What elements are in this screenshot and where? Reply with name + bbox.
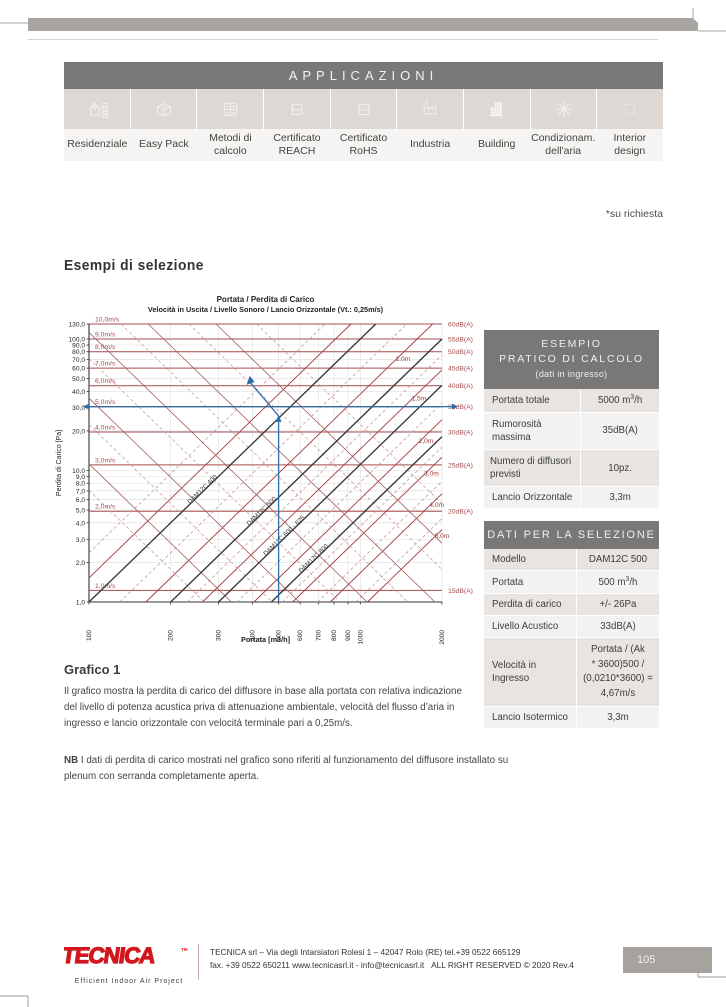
svg-text:100,0: 100,0 — [68, 337, 85, 344]
svg-text:1,0m: 1,0m — [396, 356, 411, 363]
svg-text:10,0: 10,0 — [72, 468, 85, 475]
svg-text:8,0: 8,0 — [76, 481, 85, 488]
svg-text:6,0m/s: 6,0m/s — [95, 378, 116, 385]
svg-text:15dB(A): 15dB(A) — [448, 588, 473, 595]
svg-text:800: 800 — [331, 630, 338, 641]
svg-text:5,0m: 5,0m — [435, 533, 450, 540]
svg-text:60dB(A): 60dB(A) — [448, 322, 473, 329]
svg-text:20dB(A): 20dB(A) — [448, 509, 473, 516]
svg-text:100: 100 — [86, 630, 93, 641]
svg-text:5,0m/s: 5,0m/s — [95, 399, 116, 406]
svg-text:60,0: 60,0 — [72, 366, 85, 373]
svg-text:35dB(A): 35dB(A) — [448, 404, 473, 411]
svg-text:50dB(A): 50dB(A) — [448, 349, 473, 356]
svg-text:3,0m/s: 3,0m/s — [95, 457, 116, 464]
svg-text:25dB(A): 25dB(A) — [448, 462, 473, 469]
svg-text:Portata [m3/h]: Portata [m3/h] — [241, 635, 291, 644]
svg-text:1,5m: 1,5m — [412, 395, 427, 402]
svg-text:3,0m: 3,0m — [424, 471, 439, 478]
svg-text:200: 200 — [168, 630, 175, 641]
svg-text:6,0: 6,0 — [76, 497, 85, 504]
svg-text:REACH: REACH — [291, 108, 303, 112]
svg-text:50,0: 50,0 — [72, 376, 85, 383]
svg-text:TECNICA: TECNICA — [64, 943, 157, 968]
svg-text:TM: TM — [181, 947, 188, 952]
svg-text:9,0m/s: 9,0m/s — [95, 332, 116, 339]
svg-text:3,0: 3,0 — [76, 537, 85, 544]
svg-text:8,0m/s: 8,0m/s — [95, 344, 116, 351]
svg-text:600: 600 — [297, 630, 304, 641]
svg-text:4,0m: 4,0m — [429, 502, 444, 509]
svg-text:4,0: 4,0 — [76, 520, 85, 527]
svg-text:45dB(A): 45dB(A) — [448, 366, 473, 373]
svg-text:20,0: 20,0 — [72, 428, 85, 435]
svg-text:Perdita di Carico [Pa]: Perdita di Carico [Pa] — [56, 430, 63, 496]
svg-text:Velocità in Uscita / Livello S: Velocità in Uscita / Livello Sonoro / La… — [148, 305, 384, 314]
svg-text:80,0: 80,0 — [72, 349, 85, 356]
svg-text:30dB(A): 30dB(A) — [448, 430, 473, 437]
svg-text:10,0m/s: 10,0m/s — [95, 317, 120, 324]
svg-text:40dB(A): 40dB(A) — [448, 383, 473, 390]
svg-text:Portata / Perdita di Carico: Portata / Perdita di Carico — [217, 296, 315, 304]
svg-text:30,0: 30,0 — [72, 405, 85, 412]
svg-text:2,0: 2,0 — [76, 560, 85, 567]
svg-text:2,0m/s: 2,0m/s — [95, 504, 116, 511]
svg-text:2,0m: 2,0m — [419, 438, 434, 445]
svg-text:130,0: 130,0 — [68, 322, 85, 329]
svg-text:9,0: 9,0 — [76, 474, 85, 481]
svg-text:300: 300 — [216, 630, 223, 641]
svg-text:90,0: 90,0 — [72, 343, 85, 350]
svg-text:1,0: 1,0 — [76, 600, 85, 607]
svg-text:4,0m/s: 4,0m/s — [95, 425, 116, 432]
svg-text:RoHS: RoHS — [359, 108, 369, 112]
svg-text:1000: 1000 — [357, 630, 364, 645]
svg-text:7,0m/s: 7,0m/s — [95, 361, 116, 368]
svg-text:700: 700 — [315, 630, 322, 641]
svg-text:55dB(A): 55dB(A) — [448, 337, 473, 344]
svg-text:2000: 2000 — [439, 630, 446, 645]
svg-text:5,0: 5,0 — [76, 508, 85, 515]
svg-text:70,0: 70,0 — [72, 357, 85, 364]
svg-text:7,0: 7,0 — [76, 488, 85, 495]
svg-text:40,0: 40,0 — [72, 389, 85, 396]
svg-text:900: 900 — [345, 630, 352, 641]
